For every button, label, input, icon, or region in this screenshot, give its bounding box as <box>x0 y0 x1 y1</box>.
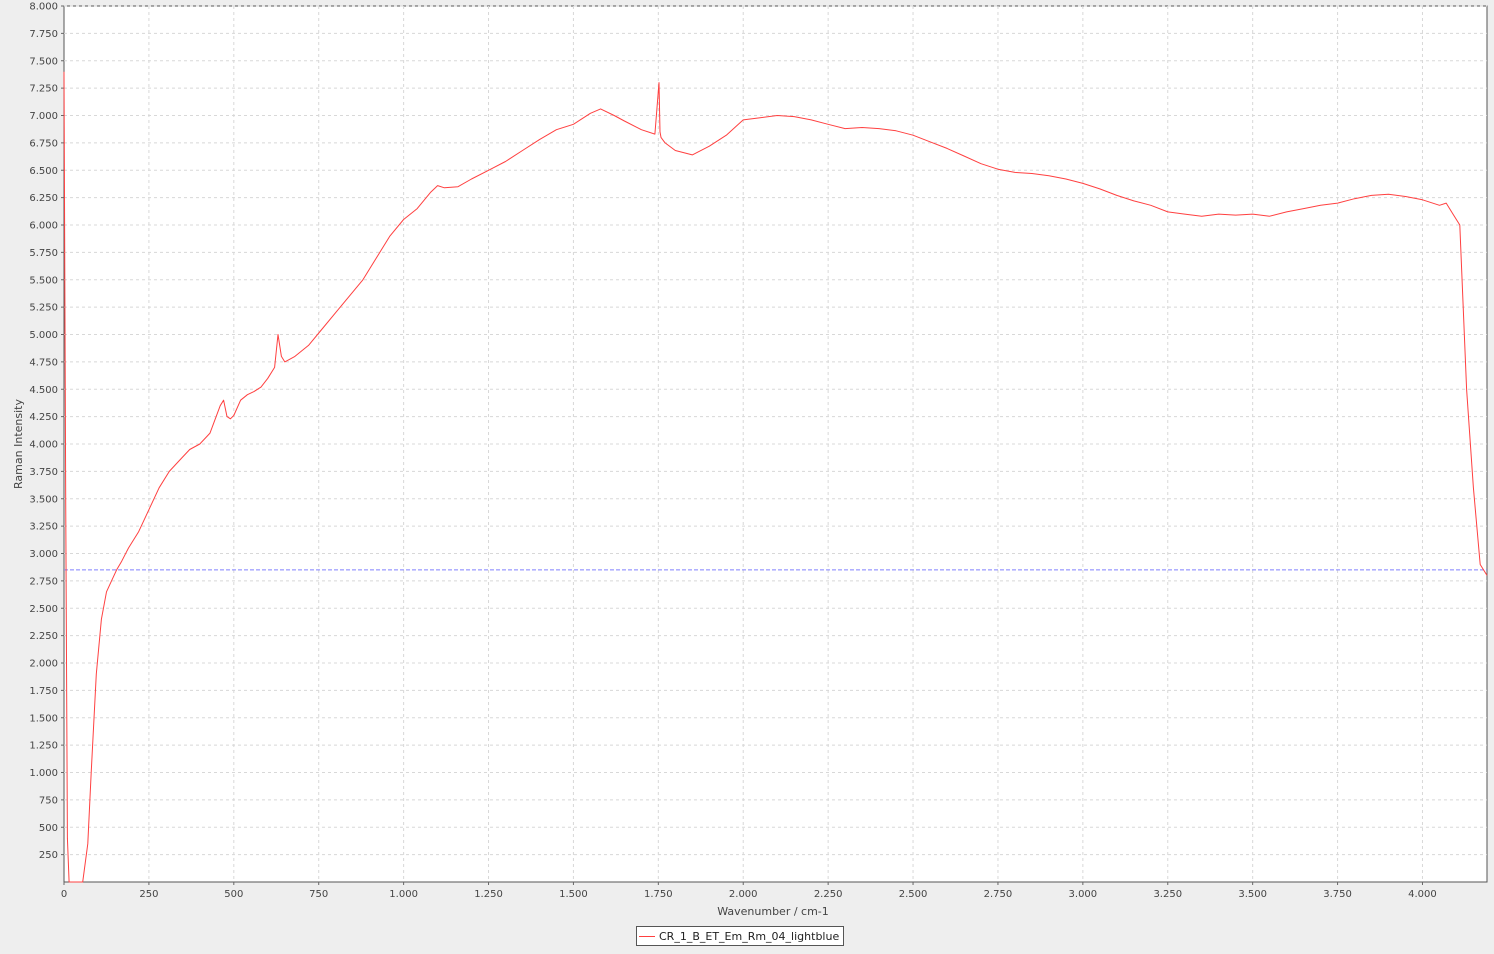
x-tick-label: 1.500 <box>559 889 588 900</box>
x-tick-label: 2.000 <box>729 889 758 900</box>
y-tick-label: 8.000 <box>29 2 58 13</box>
y-tick-label: 3.750 <box>29 467 58 478</box>
y-tick-label: 5.750 <box>29 248 58 259</box>
y-tick-label: 6.250 <box>29 193 58 204</box>
grid-lines <box>64 5 1487 882</box>
y-tick-label: 6.000 <box>29 221 58 232</box>
y-tick-label: 1.750 <box>29 686 58 697</box>
y-tick-label: 7.750 <box>29 29 58 40</box>
y-tick-label: 4.500 <box>29 385 58 396</box>
y-tick-label: 4.000 <box>29 440 58 451</box>
x-tick-label: 750 <box>309 889 328 900</box>
x-tick-label: 3.000 <box>1069 889 1098 900</box>
plot-background <box>63 5 1488 883</box>
series-line <box>63 71 1488 883</box>
x-tick-label: 250 <box>139 889 158 900</box>
x-tick-label: 1.750 <box>644 889 673 900</box>
y-axis-label: Raman Intensity <box>12 399 25 489</box>
y-tick-label: 1.000 <box>29 768 58 779</box>
y-tick-label: 1.250 <box>29 741 58 752</box>
y-tick-label: 3.250 <box>29 522 58 533</box>
x-tick-label: 3.250 <box>1153 889 1182 900</box>
y-tick-label: 4.750 <box>29 357 58 368</box>
y-tick-label: 3.000 <box>29 549 58 560</box>
x-tick-label: 1.250 <box>474 889 503 900</box>
y-tick-label: 7.500 <box>29 56 58 67</box>
x-tick-label: 2.750 <box>984 889 1013 900</box>
y-tick-label: 2.000 <box>29 659 58 670</box>
x-tick-label: 1.000 <box>389 889 418 900</box>
x-tick-label: 0 <box>61 889 67 900</box>
legend-swatch <box>639 935 655 937</box>
y-tick-label: 7.250 <box>29 84 58 95</box>
y-axis: 250 500 750 1.000 1.250 1.500 1.750 2.000 2.250 2… <box>29 2 64 861</box>
x-tick-label: 3.750 <box>1323 889 1352 900</box>
y-tick-label: 1.500 <box>29 713 58 724</box>
y-tick-label: 250 <box>39 850 58 861</box>
y-tick-label: 5.500 <box>29 275 58 286</box>
legend-label: CR_1_B_ET_Em_Rm_04_lightblue <box>659 929 840 943</box>
x-axis-label: Wavenumber / cm-1 <box>717 905 829 918</box>
y-tick-label: 2.750 <box>29 576 58 587</box>
x-axis: 0 250 500 750 1.000 1.250 1.500 1.750 2.000 2.250… <box>61 882 1437 900</box>
x-tick-label: 2.500 <box>899 889 928 900</box>
y-tick-label: 2.250 <box>29 631 58 642</box>
y-tick-label: 3.500 <box>29 494 58 505</box>
y-tick-label: 750 <box>39 795 58 806</box>
y-tick-label: 4.250 <box>29 412 58 423</box>
y-tick-label: 500 <box>39 823 58 834</box>
x-tick-label: 2.250 <box>814 889 843 900</box>
y-tick-label: 7.000 <box>29 111 58 122</box>
y-tick-label: 2.500 <box>29 604 58 615</box>
y-tick-label: 6.500 <box>29 166 58 177</box>
y-tick-label: 6.750 <box>29 138 58 149</box>
y-tick-label: 5.250 <box>29 303 58 314</box>
y-tick-label: 5.000 <box>29 330 58 341</box>
x-tick-label: 3.500 <box>1238 889 1267 900</box>
x-tick-label: 500 <box>224 889 243 900</box>
legend: CR_1_B_ET_Em_Rm_04_lightblue <box>636 926 845 946</box>
series-layer <box>63 71 1488 883</box>
x-tick-label: 4.000 <box>1408 889 1437 900</box>
